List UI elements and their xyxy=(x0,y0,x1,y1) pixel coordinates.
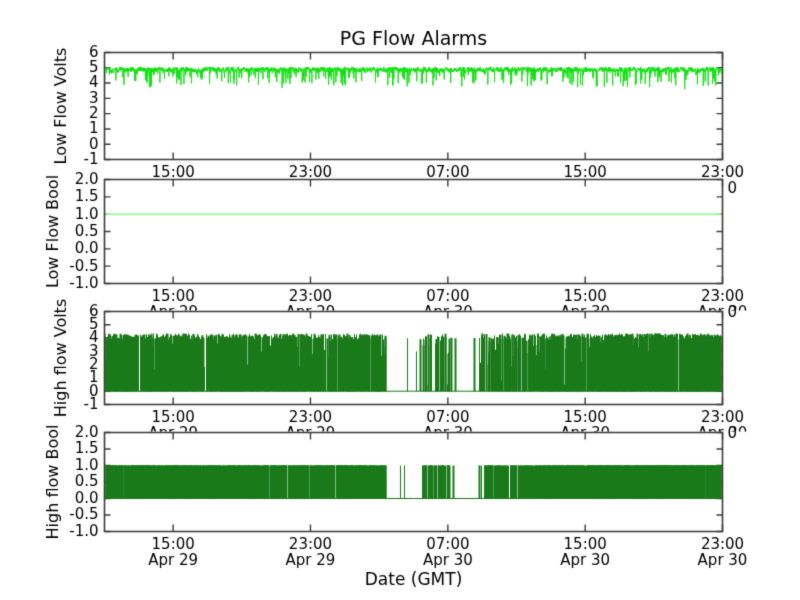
chart-figure xyxy=(0,0,800,600)
chart-canvas xyxy=(0,0,800,600)
